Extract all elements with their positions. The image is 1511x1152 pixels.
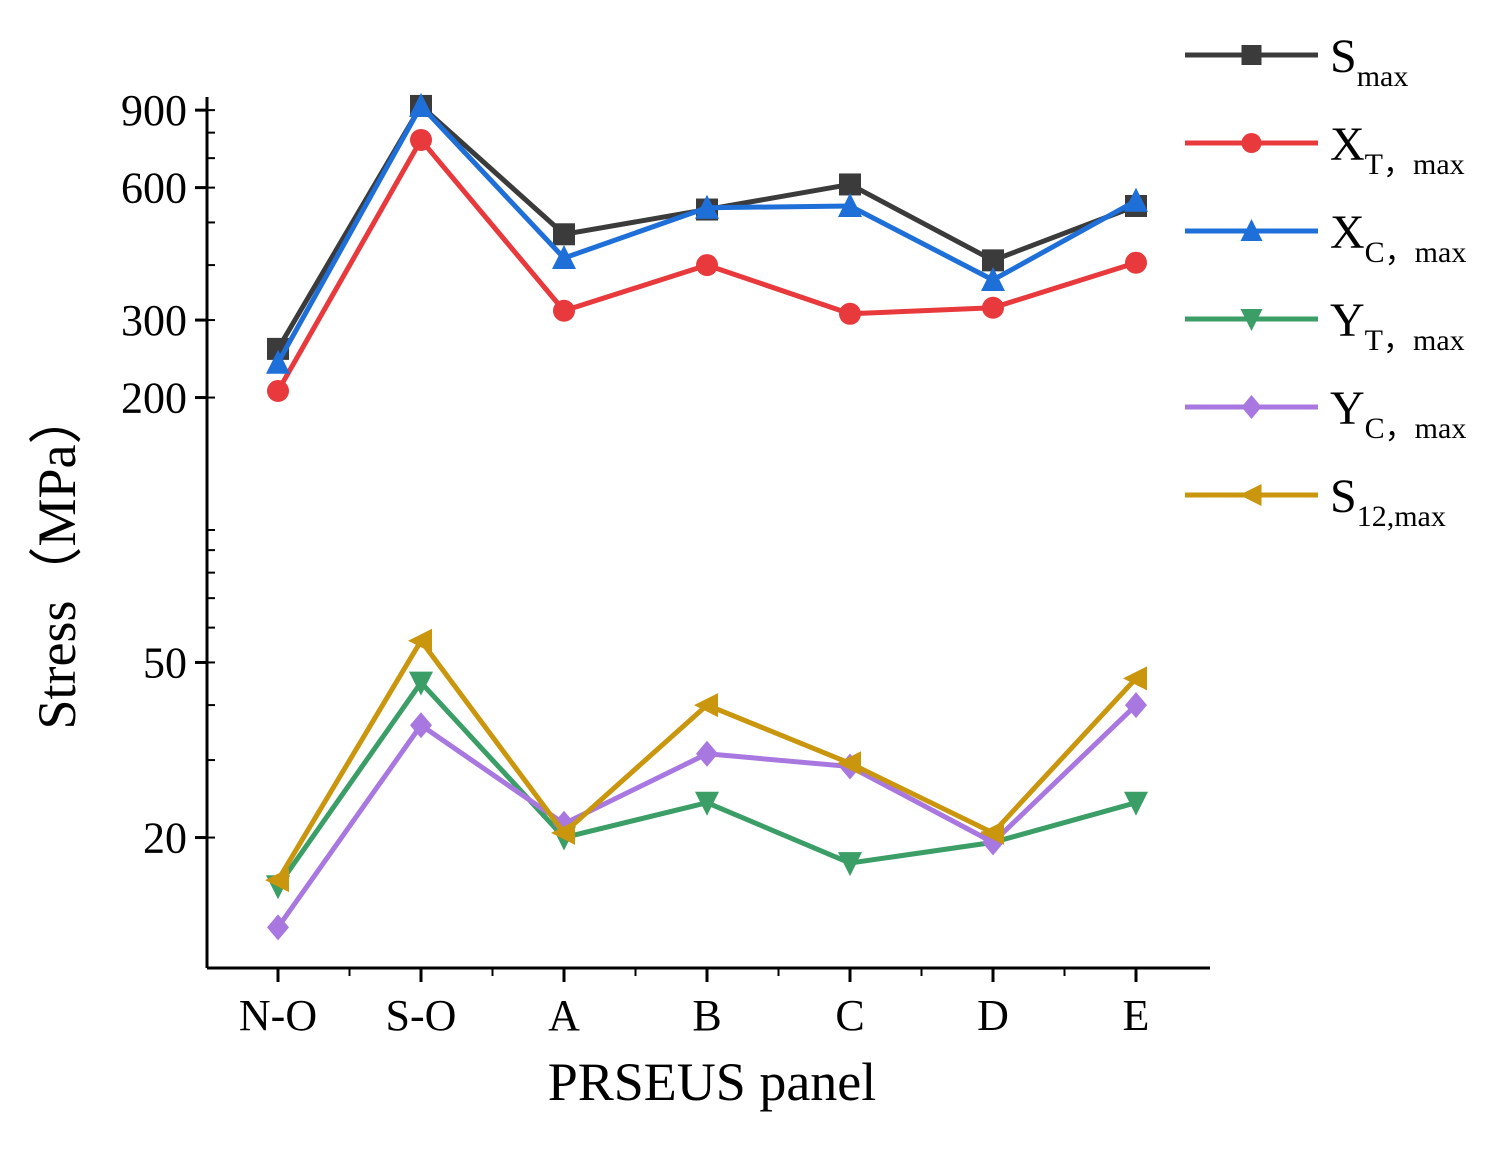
series-5 (265, 628, 1147, 893)
data-point (981, 266, 1005, 291)
series-2 (266, 92, 1148, 374)
data-point (695, 194, 719, 219)
y-tick-label: 600 (121, 164, 187, 213)
data-point (838, 852, 862, 877)
data-point (1239, 484, 1262, 506)
legend-label: Smax (1330, 30, 1408, 93)
data-point (553, 223, 575, 246)
data-point (409, 671, 433, 696)
legend-entry: XC，max (1185, 206, 1466, 269)
legend-entry: XT，max (1185, 118, 1465, 181)
series-layer (265, 92, 1148, 941)
data-point (1241, 45, 1262, 65)
data-point (1124, 791, 1148, 816)
data-point (1124, 187, 1148, 212)
data-point (267, 379, 289, 402)
data-point (409, 92, 433, 117)
y-tick-label: 200 (121, 374, 187, 423)
series-line (275, 103, 1137, 351)
data-point (408, 628, 432, 653)
legend-label: XT，max (1330, 118, 1465, 181)
series-0 (267, 94, 1147, 360)
y-tick-label: 300 (121, 296, 187, 345)
series-line (275, 103, 1138, 364)
y-axis-title: Stress（MPa） (27, 390, 87, 729)
x-tick-label: A (548, 991, 580, 1040)
legend: Smax XT，max XC，max YT，max YC，max S12,max (1185, 30, 1466, 533)
data-point (410, 128, 432, 151)
data-point (267, 914, 289, 941)
data-point (1125, 251, 1147, 274)
data-point (696, 254, 718, 277)
x-tick-label: S-O (386, 991, 457, 1040)
data-point (553, 299, 575, 322)
data-point (695, 791, 719, 816)
y-tick-label: 900 (121, 86, 187, 135)
data-point (839, 302, 861, 325)
data-point (839, 173, 861, 196)
legend-label: XC，max (1330, 206, 1466, 269)
series-1 (267, 128, 1147, 402)
series-line (275, 680, 1137, 888)
legend-label: YT，max (1330, 294, 1465, 357)
x-tick-label: B (692, 991, 721, 1040)
x-tick-label: E (1123, 991, 1150, 1040)
series-4 (267, 692, 1147, 941)
data-point (838, 192, 862, 217)
data-point (1240, 309, 1263, 331)
data-point (410, 712, 432, 739)
x-tick-label: N-O (239, 991, 317, 1040)
data-point (982, 296, 1004, 319)
data-point (694, 693, 718, 718)
data-point (552, 245, 576, 270)
data-point (551, 820, 575, 845)
legend-entry: YC，max (1185, 382, 1466, 445)
y-tick-label: 50 (143, 638, 187, 687)
y-tick-label: 20 (143, 814, 187, 863)
data-point (1241, 133, 1262, 153)
data-point (1123, 666, 1147, 691)
x-tick-label: D (977, 991, 1009, 1040)
data-point (1125, 692, 1147, 719)
legend-entry: YT，max (1185, 294, 1465, 357)
data-point (980, 820, 1004, 845)
legend-label: S12,max (1330, 470, 1446, 533)
data-point (265, 868, 289, 893)
x-axis-title: PRSEUS panel (548, 1052, 877, 1112)
data-point (266, 349, 290, 374)
data-point (1240, 219, 1263, 241)
data-point (837, 751, 861, 776)
legend-entry: Smax (1185, 30, 1408, 93)
x-tick-label: C (835, 991, 864, 1040)
axes: 20 50 200 300 600 900 N-O S-O A B C D E (121, 86, 1210, 1040)
data-point (982, 249, 1004, 272)
legend-label: YC，max (1330, 382, 1466, 445)
legend-entry: S12,max (1185, 470, 1446, 533)
data-point (696, 740, 718, 767)
data-point (1241, 395, 1262, 419)
